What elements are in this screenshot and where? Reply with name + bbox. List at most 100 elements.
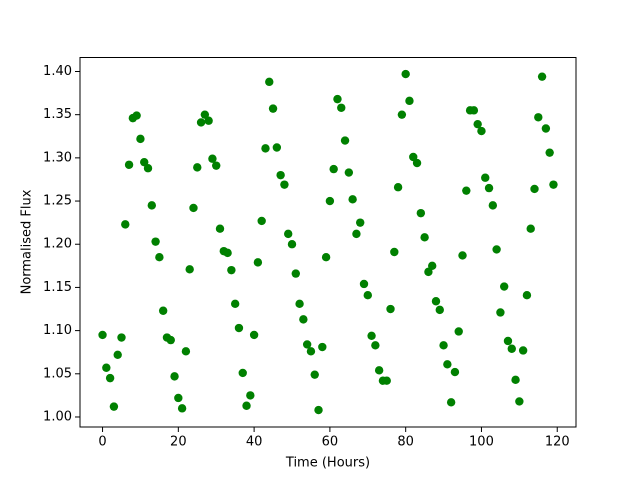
y-tick-label: 1.35: [43, 107, 72, 122]
y-tick-label: 1.10: [43, 323, 72, 338]
data-point: [280, 180, 289, 189]
data-point: [481, 173, 490, 182]
data-point: [541, 124, 551, 133]
data-point: [488, 201, 498, 210]
data-point: [302, 340, 312, 349]
data-point: [155, 252, 164, 262]
data-point: [356, 218, 365, 227]
data-point: [530, 184, 539, 194]
data-point: [204, 116, 213, 125]
data-point: [174, 393, 183, 403]
data-point: [321, 252, 331, 262]
data-point: [352, 229, 361, 239]
data-point: [234, 323, 244, 333]
data-point: [212, 161, 221, 170]
data-point: [268, 104, 278, 113]
data-point: [299, 315, 308, 324]
y-tick-label: 1.05: [43, 366, 72, 381]
data-point: [545, 148, 554, 157]
data-point: [428, 261, 437, 271]
data-point: [215, 224, 225, 233]
data-point: [124, 160, 134, 169]
data-point: [443, 360, 452, 369]
x-tick-label: 40: [246, 435, 263, 450]
data-point: [344, 168, 354, 177]
data-point: [412, 158, 422, 168]
data-point: [526, 224, 535, 233]
data-point: [503, 336, 513, 346]
data-point: [318, 342, 327, 352]
data-point: [374, 366, 384, 375]
data-point: [181, 347, 191, 356]
data-point: [454, 327, 463, 336]
data-point: [109, 402, 119, 411]
data-point: [469, 106, 479, 115]
data-point: [390, 247, 399, 257]
y-axis-label: Normalised Flux: [20, 189, 35, 294]
data-point: [223, 248, 232, 258]
plot-area: [98, 69, 558, 415]
x-tick-label: 0: [98, 435, 106, 450]
data-point: [329, 164, 338, 174]
data-point: [340, 136, 350, 145]
data-point: [367, 331, 376, 340]
data-point: [193, 163, 202, 172]
data-point: [359, 279, 369, 289]
x-tick-label: 80: [397, 435, 414, 450]
data-point: [405, 96, 414, 106]
data-point: [170, 372, 179, 381]
x-tick-label: 100: [469, 435, 494, 450]
data-point: [143, 164, 153, 173]
data-point: [518, 346, 528, 355]
y-tick-label: 1.25: [43, 194, 72, 209]
x-axis-label: Time (Hours): [285, 456, 370, 471]
data-point: [333, 94, 342, 104]
data-point: [424, 267, 433, 277]
data-point: [177, 404, 187, 413]
y-tick-label: 1.00: [43, 409, 72, 424]
data-point: [499, 282, 509, 291]
data-point: [147, 201, 157, 210]
data-point: [522, 290, 532, 300]
data-point: [431, 297, 441, 306]
data-point: [446, 398, 456, 407]
y-tick-label: 1.20: [43, 237, 72, 252]
data-point: [257, 216, 266, 226]
data-point: [420, 233, 429, 242]
data-point: [185, 265, 194, 274]
data-point: [265, 77, 274, 87]
data-point: [477, 126, 486, 136]
data-point: [450, 367, 460, 377]
data-point: [227, 265, 236, 275]
data-point: [98, 330, 107, 340]
data-point: [136, 134, 145, 144]
data-point: [230, 299, 240, 309]
data-point: [386, 304, 395, 314]
data-point: [291, 269, 300, 278]
data-point: [325, 196, 335, 206]
data-point: [261, 144, 270, 153]
data-point: [409, 152, 418, 162]
data-point: [189, 203, 198, 213]
x-tick-label: 60: [322, 435, 339, 450]
data-point: [196, 118, 206, 127]
data-point: [348, 195, 357, 204]
data-point: [537, 72, 547, 81]
data-point: [102, 363, 111, 372]
data-point: [507, 344, 516, 353]
y-tick-label: 1.30: [43, 150, 72, 165]
data-point: [393, 183, 403, 192]
data-point: [151, 237, 160, 246]
axes-frame: [79, 57, 577, 428]
data-point: [117, 333, 126, 342]
data-point: [492, 245, 501, 254]
data-point: [363, 290, 372, 300]
data-point: [416, 208, 426, 218]
data-point: [140, 157, 149, 167]
data-point: [458, 251, 467, 260]
data-point: [208, 154, 217, 163]
data-point: [435, 305, 444, 315]
data-point: [246, 391, 255, 400]
data-point: [242, 401, 251, 410]
